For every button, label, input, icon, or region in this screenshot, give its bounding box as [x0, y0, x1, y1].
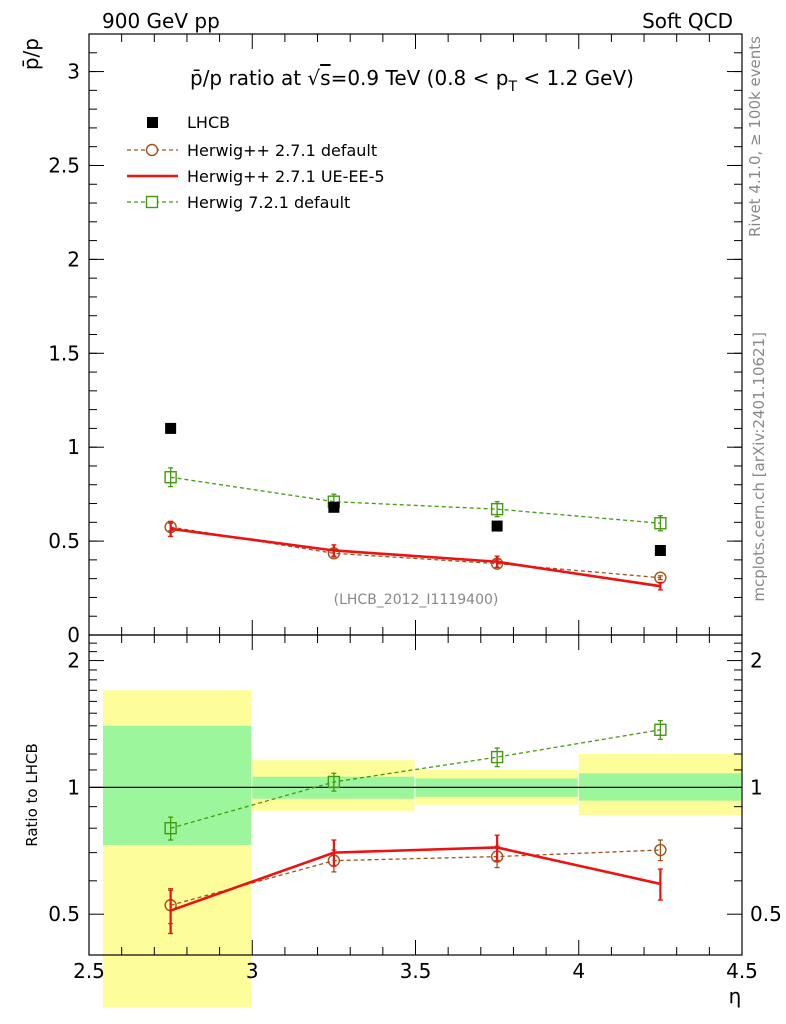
legend-entry-herwigpp-default: Herwig++ 2.7.1 default	[127, 141, 377, 160]
ratio-point-herwig7	[490, 750, 504, 764]
x-axis-label: η	[729, 984, 742, 1008]
analysis-tag: (LHCB_2012_I1119400)	[334, 592, 499, 608]
x-tick-label: 3.5	[400, 959, 432, 983]
main-point-herwig7	[164, 471, 177, 484]
x-tick-label: 2.5	[73, 959, 105, 983]
main-y-tick-label: 2.5	[48, 153, 80, 177]
ratio-y-tick-label-right: 2	[750, 649, 763, 673]
main-y-tick-label: 2	[67, 247, 80, 271]
legend-label-herwig7: Herwig 7.2.1 default	[187, 193, 350, 212]
legend-marker-herwig7	[145, 195, 159, 209]
ratio-point-herwig7	[164, 821, 177, 835]
legend-label-herwigpp-default: Herwig++ 2.7.1 default	[187, 141, 377, 160]
rivet-label: Rivet 4.1.0, ≥ 100k events	[746, 36, 764, 237]
legend-entry-lhcb: LHCB	[147, 113, 230, 132]
main-point-herwig7	[654, 517, 667, 530]
main-point-lhcb	[165, 422, 177, 434]
ratio-uncertainty-band-inner	[103, 725, 252, 845]
mcplots-label: mcplots.cern.ch [arXiv:2401.10621]	[750, 332, 768, 602]
ratio-point-herwig7	[654, 723, 667, 736]
main-line-herwigpp_default	[170, 526, 661, 579]
header-right-label: Soft QCD	[642, 9, 733, 33]
main-y-tick-label: 1	[67, 435, 80, 459]
ratio-point-herwigpp_default	[654, 843, 667, 857]
x-tick-label: 3	[246, 959, 259, 983]
main-line-herwigpp_ueee5	[170, 527, 661, 588]
main-y-axis-label: p̄/p	[19, 38, 43, 70]
x-tick-label: 4	[572, 959, 585, 983]
legend-entry-herwigpp-ueee5: Herwig++ 2.7.1 UE-EE-5	[127, 167, 385, 186]
legend-entry-herwig7: Herwig 7.2.1 default	[127, 193, 350, 212]
legend-label-herwigpp-ueee5: Herwig++ 2.7.1 UE-EE-5	[187, 167, 385, 186]
main-point-lhcb	[491, 520, 503, 532]
ratio-y-tick-label-right: 1	[750, 775, 763, 799]
main-y-tick-label: 0.5	[48, 529, 80, 553]
legend: LHCB Herwig++ 2.7.1 default Herwig++ 2.7…	[127, 113, 385, 212]
main-point-herwig7	[490, 502, 504, 516]
ratio-y-tick-label: 1	[67, 775, 80, 799]
ratio-y-axis-label: Ratio to LHCB	[23, 743, 41, 847]
x-tick-label: 4.5	[726, 959, 758, 983]
legend-marker-lhcb	[147, 117, 158, 128]
main-y-tick-label: 3	[67, 60, 80, 84]
main-line-herwig7	[170, 476, 661, 524]
main-point-lhcb	[328, 501, 340, 513]
ratio-y-tick-label: 2	[67, 649, 80, 673]
main-chart-title: p̄/p ratio at √s=0.9 TeV (0.8 < pT < 1.2…	[190, 66, 634, 95]
ratio-point-herwig7	[327, 775, 341, 789]
ratio-line-herwigpp_ueee5	[170, 846, 661, 912]
legend-label-lhcb: LHCB	[187, 113, 230, 132]
main-y-tick-label: 0	[67, 623, 80, 647]
ratio-y-tick-label: 0.5	[48, 902, 80, 926]
legend-marker-herwigpp-default	[145, 143, 159, 157]
ratio-line-herwig7	[170, 729, 661, 829]
main-point-lhcb	[654, 544, 666, 556]
ratio-y-tick-label-right: 0.5	[750, 902, 782, 926]
main-panel: 0 0.5 1 1.5 2 2.5 3 p̄/p p̄/p ratio at √s=0.9 …	[19, 33, 743, 647]
ratio-panel: 0.5 0.5 1 1 2 2 2.5 3 3.5 4 4.5 Ratio to LHCB η	[23, 634, 782, 1008]
header-left-label: 900 GeV pp	[102, 9, 220, 33]
main-y-tick-label: 1.5	[48, 341, 80, 365]
